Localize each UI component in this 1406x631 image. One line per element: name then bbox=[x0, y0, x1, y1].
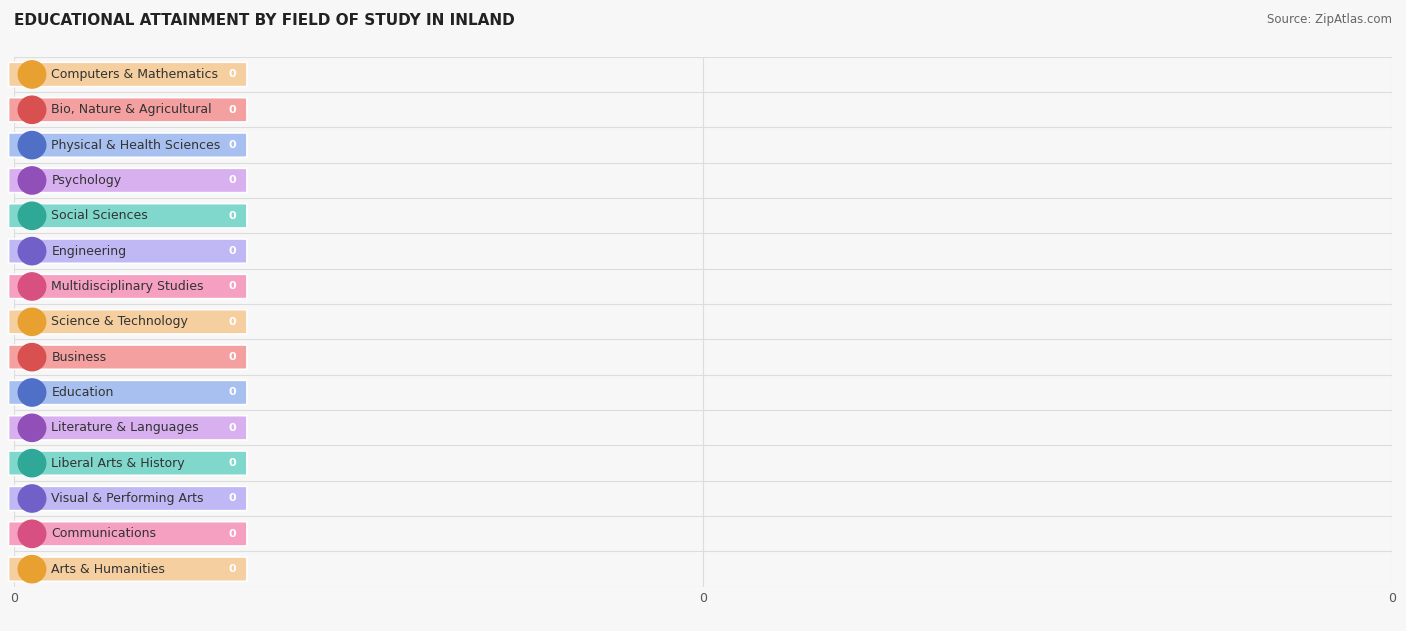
Ellipse shape bbox=[18, 485, 46, 512]
Text: Multidisciplinary Studies: Multidisciplinary Studies bbox=[51, 280, 204, 293]
Ellipse shape bbox=[18, 273, 46, 300]
Text: Source: ZipAtlas.com: Source: ZipAtlas.com bbox=[1267, 13, 1392, 26]
Text: 0: 0 bbox=[228, 423, 236, 433]
Ellipse shape bbox=[18, 379, 46, 406]
Ellipse shape bbox=[18, 449, 46, 477]
Text: 0: 0 bbox=[228, 211, 236, 221]
FancyBboxPatch shape bbox=[8, 133, 247, 157]
FancyBboxPatch shape bbox=[8, 274, 247, 298]
Text: Business: Business bbox=[51, 351, 107, 363]
Text: Computers & Mathematics: Computers & Mathematics bbox=[51, 68, 218, 81]
Text: 0: 0 bbox=[228, 529, 236, 539]
Ellipse shape bbox=[18, 96, 46, 124]
Text: Bio, Nature & Agricultural: Bio, Nature & Agricultural bbox=[51, 103, 212, 116]
FancyBboxPatch shape bbox=[8, 487, 247, 510]
Text: 0: 0 bbox=[228, 458, 236, 468]
FancyBboxPatch shape bbox=[8, 557, 247, 581]
Text: Psychology: Psychology bbox=[51, 174, 121, 187]
Text: Liberal Arts & History: Liberal Arts & History bbox=[51, 457, 184, 469]
FancyBboxPatch shape bbox=[8, 204, 247, 228]
FancyBboxPatch shape bbox=[8, 168, 247, 192]
Text: Engineering: Engineering bbox=[51, 245, 127, 257]
Text: 0: 0 bbox=[228, 564, 236, 574]
Text: 0: 0 bbox=[228, 281, 236, 292]
Text: 0: 0 bbox=[228, 387, 236, 398]
Text: 0: 0 bbox=[228, 317, 236, 327]
FancyBboxPatch shape bbox=[8, 380, 247, 404]
FancyBboxPatch shape bbox=[8, 451, 247, 475]
Text: Science & Technology: Science & Technology bbox=[51, 316, 188, 328]
Ellipse shape bbox=[18, 308, 46, 336]
Text: 0: 0 bbox=[228, 493, 236, 504]
FancyBboxPatch shape bbox=[8, 416, 247, 440]
FancyBboxPatch shape bbox=[8, 522, 247, 546]
Ellipse shape bbox=[18, 414, 46, 442]
FancyBboxPatch shape bbox=[8, 310, 247, 334]
Ellipse shape bbox=[18, 520, 46, 548]
Text: EDUCATIONAL ATTAINMENT BY FIELD OF STUDY IN INLAND: EDUCATIONAL ATTAINMENT BY FIELD OF STUDY… bbox=[14, 13, 515, 28]
Text: 0: 0 bbox=[228, 69, 236, 80]
FancyBboxPatch shape bbox=[8, 98, 247, 122]
Text: 0: 0 bbox=[228, 246, 236, 256]
Ellipse shape bbox=[18, 131, 46, 159]
Text: Communications: Communications bbox=[51, 528, 156, 540]
Text: Arts & Humanities: Arts & Humanities bbox=[51, 563, 165, 575]
Ellipse shape bbox=[18, 555, 46, 583]
Text: Social Sciences: Social Sciences bbox=[51, 209, 148, 222]
Text: 0: 0 bbox=[228, 175, 236, 186]
Text: 0: 0 bbox=[228, 105, 236, 115]
Text: 0: 0 bbox=[228, 352, 236, 362]
Ellipse shape bbox=[18, 237, 46, 265]
Text: Physical & Health Sciences: Physical & Health Sciences bbox=[51, 139, 221, 151]
Text: Education: Education bbox=[51, 386, 114, 399]
Ellipse shape bbox=[18, 202, 46, 230]
FancyBboxPatch shape bbox=[8, 239, 247, 263]
Ellipse shape bbox=[18, 61, 46, 88]
FancyBboxPatch shape bbox=[8, 345, 247, 369]
Text: 0: 0 bbox=[228, 140, 236, 150]
Ellipse shape bbox=[18, 343, 46, 371]
Text: Literature & Languages: Literature & Languages bbox=[51, 422, 198, 434]
Text: Visual & Performing Arts: Visual & Performing Arts bbox=[51, 492, 204, 505]
Ellipse shape bbox=[18, 167, 46, 194]
FancyBboxPatch shape bbox=[8, 62, 247, 86]
